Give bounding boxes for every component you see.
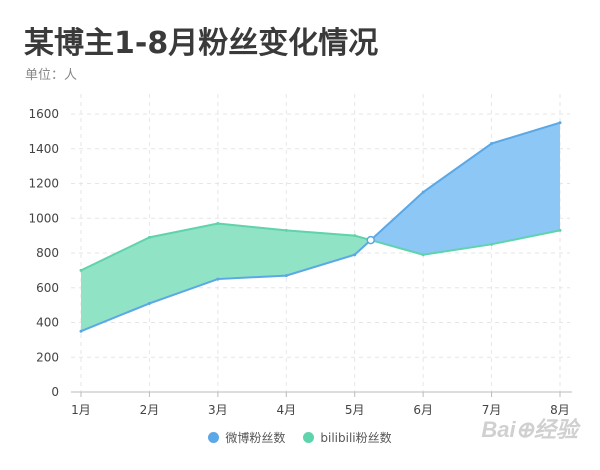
data-point-bilibili[interactable] <box>216 221 220 225</box>
series-line-bilibili <box>80 222 561 272</box>
watermark-logo: Bai⊕经验 <box>481 417 578 442</box>
crossover-marker <box>366 235 375 245</box>
x-tick-label: 5月 <box>345 403 365 417</box>
legend-dot-bilibili <box>303 432 315 443</box>
chart-unit-label: 单位：人 <box>25 68 78 83</box>
data-point-bilibili[interactable] <box>421 253 425 257</box>
data-point-weibo[interactable] <box>284 274 288 278</box>
x-tick-label: 6月 <box>413 403 433 417</box>
y-tick-label: 1000 <box>28 211 59 225</box>
data-point-weibo[interactable] <box>558 121 562 125</box>
y-tick-label: 0 <box>51 385 59 399</box>
data-point-bilibili[interactable] <box>490 242 494 246</box>
legend-label-bilibili: bilibili粉丝数 <box>320 431 392 445</box>
x-tick-label: 8月 <box>550 403 570 417</box>
data-point-bilibili[interactable] <box>147 235 151 239</box>
chart-title: 某博主1-8月粉丝变化情况 <box>24 26 379 61</box>
data-point-bilibili[interactable] <box>558 228 562 232</box>
y-tick-label: 200 <box>36 350 59 364</box>
x-tick-label: 1月 <box>71 403 91 417</box>
data-point-weibo[interactable] <box>353 253 357 257</box>
data-point-weibo[interactable] <box>490 142 494 146</box>
legend-item-weibo[interactable]: 微博粉丝数 <box>208 429 285 446</box>
y-tick-label: 1200 <box>28 177 59 191</box>
data-point-bilibili[interactable] <box>79 268 83 272</box>
data-point-bilibili[interactable] <box>353 234 357 238</box>
series-line-weibo <box>80 121 561 333</box>
y-tick-label: 1400 <box>28 142 59 156</box>
x-tick-label: 3月 <box>208 403 228 417</box>
data-point-weibo[interactable] <box>79 329 83 333</box>
legend-item-bilibili[interactable]: bilibili粉丝数 <box>303 429 392 446</box>
legend-dot-weibo <box>208 432 220 443</box>
data-point-bilibili[interactable] <box>284 228 288 232</box>
x-tick-label: 2月 <box>140 403 160 417</box>
data-point-weibo[interactable] <box>421 190 425 194</box>
data-point-weibo[interactable] <box>147 301 151 305</box>
series-area-weibo <box>370 122 560 255</box>
x-tick-label: 4月 <box>276 403 296 417</box>
x-tick-label: 7月 <box>482 403 502 417</box>
y-tick-label: 400 <box>36 316 59 330</box>
legend-label-weibo: 微博粉丝数 <box>225 431 286 445</box>
y-tick-label: 600 <box>36 281 59 295</box>
y-tick-label: 800 <box>36 246 59 260</box>
data-point-weibo[interactable] <box>216 277 220 281</box>
y-tick-label: 1600 <box>28 107 59 121</box>
chart-legend: 微博粉丝数 bilibili粉丝数 <box>0 429 600 446</box>
series-area-bilibili <box>81 223 371 332</box>
